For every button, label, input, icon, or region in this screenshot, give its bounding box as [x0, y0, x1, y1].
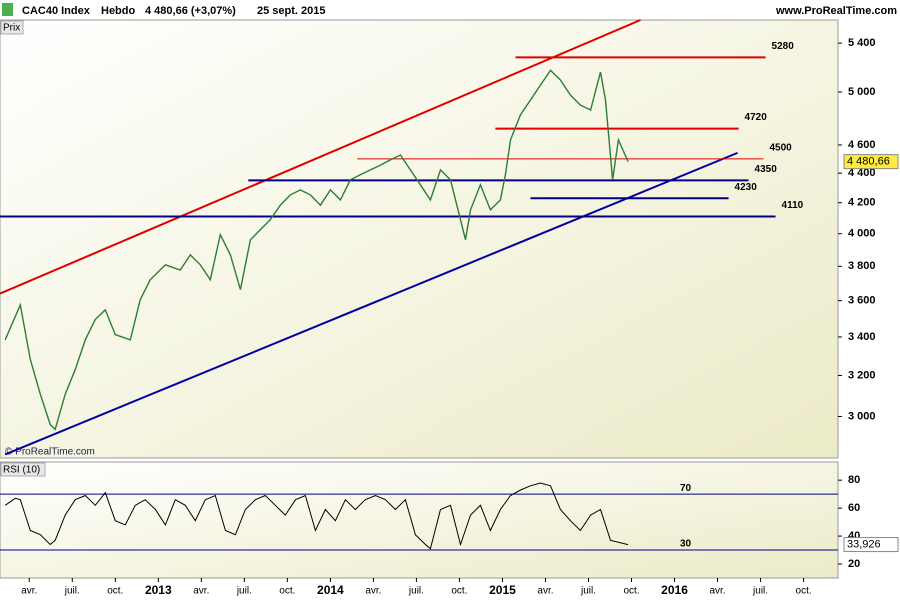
x-tick-label: avr. [365, 586, 381, 597]
y-tick-label: 5 000 [848, 86, 876, 98]
trendline [4, 151, 738, 456]
x-tick-label: juil. [408, 586, 424, 597]
copyright: © ProRealTime.com [5, 447, 95, 458]
last-box [843, 154, 899, 170]
last-box [843, 537, 899, 553]
panel-label-box [0, 20, 24, 35]
y-tick-label: 80 [848, 474, 860, 486]
last-quote: 4 480,66 (+3,07%) [145, 5, 236, 17]
y-tick-label: 3 400 [848, 331, 876, 343]
title: CAC40 Index [22, 5, 91, 17]
period: Hebdo [101, 5, 136, 17]
y-tick-label: 3 800 [848, 260, 876, 272]
x-tick-label: oct. [107, 586, 123, 597]
x-tick-label: avr. [709, 586, 725, 597]
x-tick-label: 2015 [489, 583, 516, 597]
icon [2, 3, 13, 16]
x-tick-label: oct. [451, 586, 467, 597]
x-tick-label: juil. [580, 586, 596, 597]
x-tick-label: juil. [236, 586, 252, 597]
level-label: 4500 [769, 143, 792, 154]
x-tick-label: avr. [193, 586, 209, 597]
level-label: 70 [680, 483, 692, 494]
y-tick-label: 60 [848, 502, 860, 514]
rsi-label-box [0, 462, 46, 477]
level-label: 4110 [782, 200, 804, 211]
level-label: 30 [680, 539, 692, 550]
x-tick-label: oct. [623, 586, 639, 597]
series-line [4, 69, 629, 431]
x-tick-label: oct. [279, 586, 295, 597]
source: www.ProRealTime.com [775, 5, 897, 17]
x-tick-label: 2016 [661, 583, 688, 597]
x-tick-label: avr. [21, 586, 37, 597]
x-tick-label: juil. [64, 586, 80, 597]
panel-label: Prix [3, 23, 20, 34]
y-tick-label: 4 200 [848, 197, 876, 209]
y-tick-label: 3 600 [848, 295, 876, 307]
trendline [0, 19, 641, 295]
y-tick-label: 3 000 [848, 410, 876, 422]
y-tick-label: 3 200 [848, 369, 876, 381]
y-tick-label: 20 [848, 558, 860, 570]
last-label: 33,926 [847, 538, 881, 550]
y-tick-label: 5 400 [848, 37, 876, 49]
level-label: 4350 [755, 164, 778, 175]
x-tick-label: 2013 [145, 583, 172, 597]
series-line [4, 482, 629, 550]
y-tick-label: 4 400 [848, 167, 876, 179]
rsi-label: RSI (10) [3, 465, 40, 476]
x-tick-label: oct. [796, 586, 812, 597]
date: 25 sept. 2015 [257, 5, 326, 17]
y-tick-label: 4 600 [848, 139, 876, 151]
level-label: 4720 [745, 112, 768, 123]
level-label: 4230 [735, 182, 758, 193]
y-tick-label: 4 000 [848, 228, 876, 240]
x-tick-label: 2014 [317, 583, 344, 597]
price-panel [0, 19, 839, 459]
last-label: 4 480,66 [847, 156, 890, 168]
level-label: 5280 [772, 41, 795, 52]
x-tick-label: avr. [537, 586, 553, 597]
rsi-panel [0, 461, 839, 579]
x-tick-label: juil. [752, 586, 768, 597]
